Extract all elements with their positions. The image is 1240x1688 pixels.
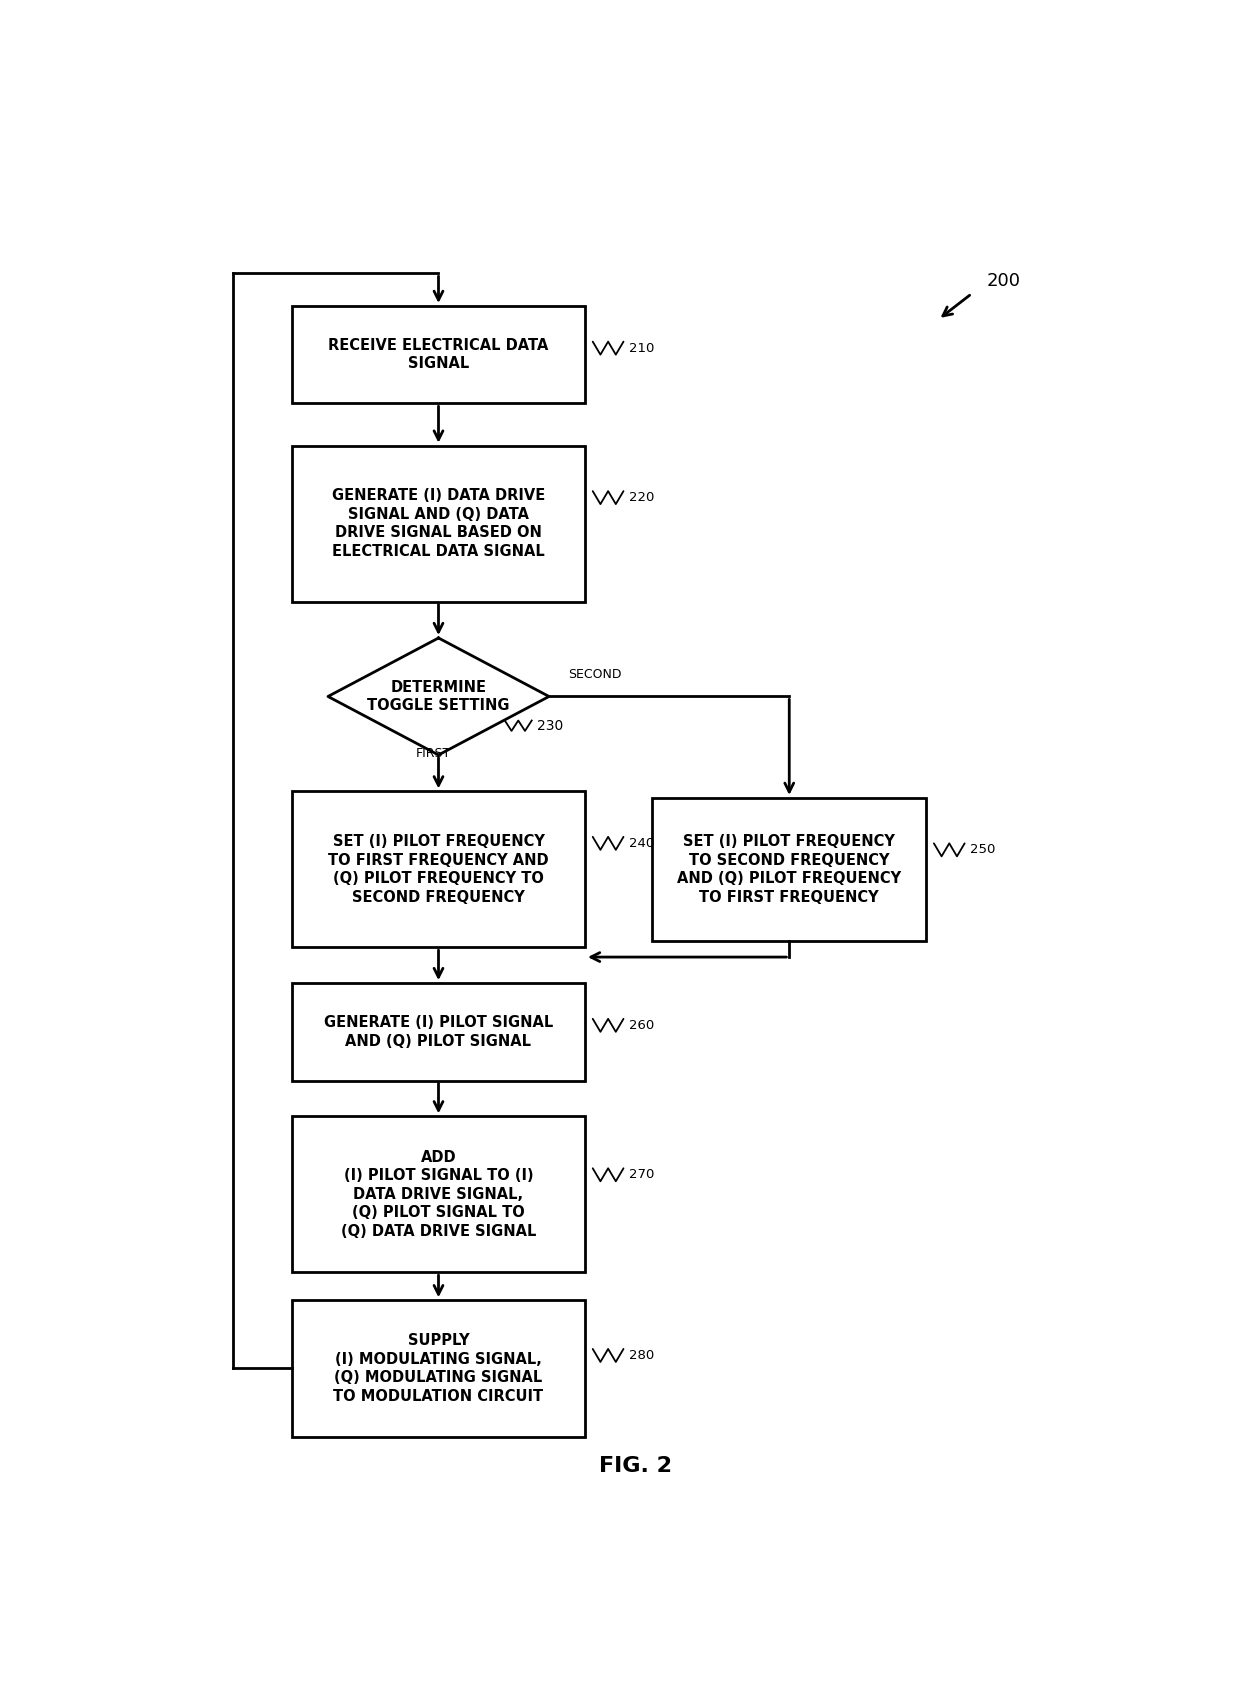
Text: GENERATE (I) PILOT SIGNAL
AND (Q) PILOT SIGNAL: GENERATE (I) PILOT SIGNAL AND (Q) PILOT … xyxy=(324,1014,553,1048)
Text: SUPPLY
(I) MODULATING SIGNAL,
(Q) MODULATING SIGNAL
TO MODULATION CIRCUIT: SUPPLY (I) MODULATING SIGNAL, (Q) MODULA… xyxy=(334,1334,543,1404)
Text: 270: 270 xyxy=(629,1168,655,1182)
Text: FIRST: FIRST xyxy=(417,748,451,760)
Text: 200: 200 xyxy=(986,272,1021,290)
Text: 220: 220 xyxy=(629,491,655,505)
FancyBboxPatch shape xyxy=(291,982,585,1080)
Text: ADD
(I) PILOT SIGNAL TO (I)
DATA DRIVE SIGNAL,
(Q) PILOT SIGNAL TO
(Q) DATA DRIV: ADD (I) PILOT SIGNAL TO (I) DATA DRIVE S… xyxy=(341,1150,536,1239)
FancyBboxPatch shape xyxy=(291,1116,585,1273)
Text: 240: 240 xyxy=(629,837,655,849)
Text: SET (I) PILOT FREQUENCY
TO FIRST FREQUENCY AND
(Q) PILOT FREQUENCY TO
SECOND FRE: SET (I) PILOT FREQUENCY TO FIRST FREQUEN… xyxy=(329,834,549,905)
Text: SET (I) PILOT FREQUENCY
TO SECOND FREQUENCY
AND (Q) PILOT FREQUENCY
TO FIRST FRE: SET (I) PILOT FREQUENCY TO SECOND FREQUE… xyxy=(677,834,901,905)
Text: RECEIVE ELECTRICAL DATA
SIGNAL: RECEIVE ELECTRICAL DATA SIGNAL xyxy=(329,338,548,371)
Text: SECOND: SECOND xyxy=(568,668,621,680)
Polygon shape xyxy=(327,638,549,755)
Text: 210: 210 xyxy=(629,341,655,354)
Text: DETERMINE
TOGGLE SETTING: DETERMINE TOGGLE SETTING xyxy=(367,680,510,714)
Text: 250: 250 xyxy=(971,844,996,856)
Text: 230: 230 xyxy=(537,719,563,733)
Text: FIG. 2: FIG. 2 xyxy=(599,1457,672,1475)
Text: GENERATE (I) DATA DRIVE
SIGNAL AND (Q) DATA
DRIVE SIGNAL BASED ON
ELECTRICAL DAT: GENERATE (I) DATA DRIVE SIGNAL AND (Q) D… xyxy=(332,488,546,559)
Text: 280: 280 xyxy=(629,1349,655,1362)
FancyBboxPatch shape xyxy=(652,798,926,940)
FancyBboxPatch shape xyxy=(291,1300,585,1436)
FancyBboxPatch shape xyxy=(291,446,585,601)
FancyBboxPatch shape xyxy=(291,306,585,403)
FancyBboxPatch shape xyxy=(291,792,585,947)
Text: 260: 260 xyxy=(629,1020,655,1031)
